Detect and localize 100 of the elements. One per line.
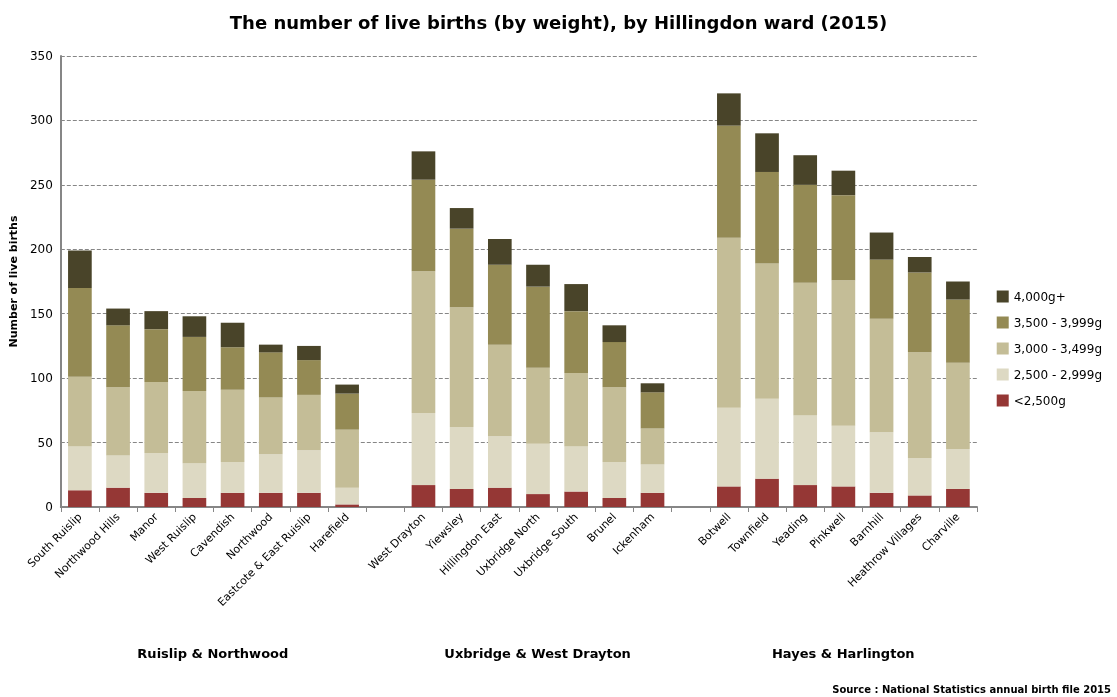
bar bbox=[869, 259, 894, 319]
bar bbox=[258, 397, 283, 455]
legend-label: 3,000 - 3,499g bbox=[1013, 341, 1103, 356]
bar bbox=[258, 352, 283, 398]
bar bbox=[907, 458, 932, 496]
bar bbox=[831, 170, 856, 196]
bar bbox=[449, 307, 474, 428]
bar bbox=[220, 347, 245, 390]
bar bbox=[526, 443, 550, 495]
text: Uxbridge & West Drayton bbox=[444, 646, 631, 661]
bar bbox=[411, 412, 436, 486]
bar bbox=[449, 488, 474, 507]
bar bbox=[946, 488, 970, 507]
bar bbox=[946, 362, 970, 450]
bar bbox=[793, 155, 818, 185]
bar bbox=[220, 461, 245, 493]
bar bbox=[220, 492, 245, 507]
bar bbox=[68, 287, 92, 377]
bar bbox=[907, 352, 932, 459]
bar bbox=[526, 367, 550, 444]
bar bbox=[335, 504, 359, 507]
bar bbox=[182, 336, 207, 392]
legend-label: 2,500 - 2,999g bbox=[1013, 367, 1103, 382]
bar bbox=[564, 311, 588, 373]
bar bbox=[831, 425, 856, 487]
bar bbox=[335, 429, 359, 488]
bar bbox=[449, 228, 474, 308]
bar bbox=[258, 492, 283, 507]
bar bbox=[297, 345, 321, 361]
chart-title: The number of live births (by weight), by Hillingdon ward (2015) bbox=[229, 11, 888, 33]
bar bbox=[793, 282, 818, 416]
bar bbox=[717, 486, 741, 507]
bar bbox=[564, 491, 588, 507]
bar bbox=[640, 464, 665, 493]
bar bbox=[449, 427, 474, 489]
bar bbox=[946, 281, 970, 300]
bar bbox=[487, 264, 512, 345]
text: Hayes & Harlington bbox=[771, 646, 915, 661]
y-tick-label: 150 bbox=[29, 306, 53, 321]
bar bbox=[297, 492, 321, 507]
bar bbox=[907, 495, 932, 507]
bar bbox=[411, 485, 436, 507]
bar bbox=[831, 486, 856, 507]
bar bbox=[297, 394, 321, 451]
bar bbox=[68, 250, 92, 288]
bar bbox=[640, 492, 665, 507]
bar bbox=[144, 382, 169, 453]
y-tick-label: 250 bbox=[29, 177, 53, 192]
bar bbox=[258, 454, 283, 493]
bar bbox=[755, 133, 779, 172]
bar bbox=[755, 398, 779, 479]
bar bbox=[946, 449, 970, 489]
bar bbox=[717, 237, 741, 408]
bar bbox=[258, 344, 283, 353]
bar bbox=[907, 257, 932, 273]
bar bbox=[335, 487, 359, 505]
bar bbox=[106, 387, 130, 456]
y-tick-label: 100 bbox=[29, 371, 53, 386]
bar bbox=[717, 407, 741, 487]
bar bbox=[144, 311, 169, 330]
bar bbox=[449, 208, 474, 229]
bar bbox=[526, 494, 550, 507]
bar bbox=[182, 497, 207, 507]
y-tick-label: 0 bbox=[45, 500, 53, 514]
bar bbox=[602, 325, 627, 343]
bar bbox=[755, 263, 779, 399]
bar bbox=[220, 322, 245, 348]
bar bbox=[68, 490, 92, 507]
bar bbox=[717, 125, 741, 238]
bar bbox=[602, 387, 627, 462]
y-axis-title: Number of live births bbox=[7, 215, 20, 348]
bar bbox=[220, 389, 245, 462]
bar bbox=[144, 452, 169, 493]
bar bbox=[335, 384, 359, 394]
bar bbox=[946, 299, 970, 363]
bar bbox=[487, 344, 512, 437]
bar bbox=[106, 455, 130, 488]
bar bbox=[487, 436, 512, 488]
bar bbox=[602, 342, 627, 388]
legend-label: 3,500 - 3,999g bbox=[1013, 315, 1103, 330]
bar bbox=[869, 432, 894, 493]
legend-label: <2,500g bbox=[1013, 393, 1066, 408]
bar bbox=[526, 286, 550, 368]
legend-label: 4,000g+ bbox=[1013, 289, 1066, 304]
bar bbox=[182, 463, 207, 498]
bar bbox=[144, 329, 169, 383]
bar bbox=[602, 497, 627, 507]
y-tick-label: 200 bbox=[29, 242, 53, 257]
bar bbox=[297, 450, 321, 493]
text: Ruislip & Northwood bbox=[137, 646, 289, 661]
bar bbox=[526, 264, 550, 287]
bar bbox=[564, 446, 588, 492]
bar bbox=[411, 271, 436, 413]
bar bbox=[869, 318, 894, 433]
bar bbox=[106, 487, 130, 507]
bar bbox=[182, 391, 207, 464]
bar bbox=[411, 151, 436, 180]
bar bbox=[869, 232, 894, 260]
bar bbox=[564, 372, 588, 447]
bar bbox=[106, 308, 130, 326]
